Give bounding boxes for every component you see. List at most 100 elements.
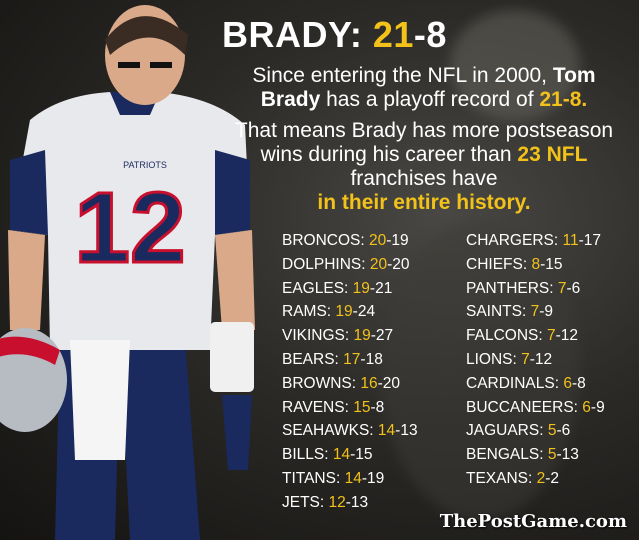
team-record-row: EAGLES: 19-21 <box>282 277 418 301</box>
source-credit: ThePostGame.com <box>439 511 627 532</box>
team-losses: -12 <box>555 327 578 345</box>
team-record-row: LIONS: 7-12 <box>466 348 605 372</box>
team-name: RAVENS: <box>282 398 354 416</box>
team-record-row: VIKINGS: 19-27 <box>282 324 418 348</box>
team-wins: 6 <box>563 374 572 392</box>
team-wins: 6 <box>582 398 591 416</box>
team-name: LIONS: <box>466 350 522 368</box>
claim-part1: That means Brady has more postseason win… <box>234 119 614 166</box>
team-losses: -9 <box>590 398 605 416</box>
team-losses: -8 <box>370 398 385 416</box>
team-record-row: DOLPHINS: 20-20 <box>282 253 418 277</box>
team-wins: 17 <box>343 350 361 368</box>
claim-highlight: 23 NFL <box>517 143 588 166</box>
jersey-number: 12 <box>74 172 185 284</box>
team-losses: -15 <box>540 255 563 273</box>
team-record-row: BEARS: 17-18 <box>282 348 418 372</box>
team-wins: 2 <box>536 469 546 487</box>
team-wins: 14 <box>377 422 396 440</box>
team-record-row: CHIEFS: 8-15 <box>466 253 605 277</box>
team-name: RAMS: <box>282 303 336 321</box>
team-name: BENGALS: <box>466 446 548 464</box>
intro-name: Tom Brady <box>260 64 596 111</box>
team-record-row: BROWNS: 16-20 <box>282 372 418 396</box>
team-losses: -19 <box>386 232 409 249</box>
team-wins: 7 <box>530 303 540 321</box>
team-wins: 14 <box>344 469 362 487</box>
team-record-row: BENGALS: 5-13 <box>466 443 605 467</box>
team-record-row: SEAHAWKS: 14-13 <box>282 419 418 443</box>
team-losses: -20 <box>387 255 410 273</box>
team-losses: -13 <box>345 493 369 511</box>
team-losses: -2 <box>545 469 560 487</box>
team-wins: 11 <box>562 232 579 249</box>
claim-text: That means Brady has more postseason win… <box>222 119 626 215</box>
team-name: JETS: <box>282 493 329 511</box>
team-list-left: BRONCOS: 20-19 DOLPHINS: 20-20 EAGLES: 19-… <box>282 229 418 515</box>
headline-prefix: BRADY: <box>222 14 373 55</box>
team-record-row: TEXANS: 2-2 <box>466 467 605 491</box>
team-name: JAGUARS: <box>466 422 548 440</box>
team-name: CHARGERS: <box>466 232 563 249</box>
team-losses: -15 <box>350 446 373 464</box>
team-name: SAINTS: <box>466 303 531 321</box>
headline: BRADY: 21-8 <box>222 14 447 56</box>
intro-record: 21-8. <box>539 88 588 111</box>
team-losses: -13 <box>395 422 418 440</box>
background-helmet <box>450 10 580 120</box>
team-record-row: CHARGERS: 11-17 <box>466 229 605 253</box>
team-record-row: JETS: 12-13 <box>282 491 418 515</box>
team-name: EAGLES: <box>282 279 353 297</box>
team-name: BILLS: <box>282 446 333 464</box>
team-wins: 19 <box>353 327 371 345</box>
claim-emphasis: in their entire history. <box>317 191 531 214</box>
team-losses: -6 <box>556 422 571 440</box>
team-name: TEXANS: <box>466 469 537 487</box>
team-wins: 7 <box>546 327 556 345</box>
team-losses: -12 <box>529 350 553 368</box>
team-wins: 8 <box>531 255 541 273</box>
team-name: BRONCOS: <box>282 232 369 249</box>
team-record-row: BILLS: 14-15 <box>282 443 418 467</box>
team-losses: -18 <box>360 350 383 368</box>
team-losses: -19 <box>361 469 385 487</box>
jersey-team: PATRIOTS <box>123 160 167 170</box>
team-name: BEARS: <box>282 350 344 368</box>
team-losses: -20 <box>377 374 401 392</box>
intro-line1: Since entering the NFL in 2000, <box>252 64 547 87</box>
team-losses: -17 <box>578 232 601 249</box>
team-record-row: RAVENS: 15-8 <box>282 396 418 420</box>
team-losses: -9 <box>539 303 554 321</box>
team-wins: 7 <box>521 350 530 368</box>
team-record-row: FALCONS: 7-12 <box>466 324 605 348</box>
team-losses: -8 <box>571 374 586 392</box>
team-losses: -13 <box>556 446 579 464</box>
team-wins: 15 <box>353 398 371 416</box>
team-list-right: CHARGERS: 11-17 CHIEFS: 8-15 PANTHERS: 7-6… <box>466 229 605 491</box>
team-record-row: RAMS: 19-24 <box>282 300 418 324</box>
team-wins: 14 <box>332 446 351 464</box>
headline-wins: 21 <box>372 14 414 55</box>
team-name: SEAHAWKS: <box>282 422 378 440</box>
headline-separator: - <box>413 14 427 55</box>
team-losses: -21 <box>369 279 393 297</box>
team-record-row: PANTHERS: 7-6 <box>466 277 605 301</box>
team-name: DOLPHINS: <box>282 255 370 273</box>
background-player <box>380 220 580 520</box>
team-losses: -27 <box>370 327 394 345</box>
team-record-row: CARDINALS: 6-8 <box>466 372 605 396</box>
team-name: CHIEFS: <box>466 255 532 273</box>
team-wins: 5 <box>547 422 557 440</box>
team-record-row: BRONCOS: 20-19 <box>282 229 418 253</box>
team-wins: 16 <box>360 374 378 392</box>
claim-part2: franchises have <box>350 167 498 190</box>
team-record-row: SAINTS: 7-9 <box>466 300 605 324</box>
team-wins: 20 <box>368 232 387 249</box>
team-record-row: TITANS: 14-19 <box>282 467 418 491</box>
team-name: BUCCANEERS: <box>466 398 583 416</box>
team-name: PANTHERS: <box>466 279 558 297</box>
team-wins: 7 <box>557 279 567 297</box>
intro-text: Since entering the NFL in 2000, Tom Brad… <box>222 64 626 112</box>
team-losses: -6 <box>566 279 581 297</box>
